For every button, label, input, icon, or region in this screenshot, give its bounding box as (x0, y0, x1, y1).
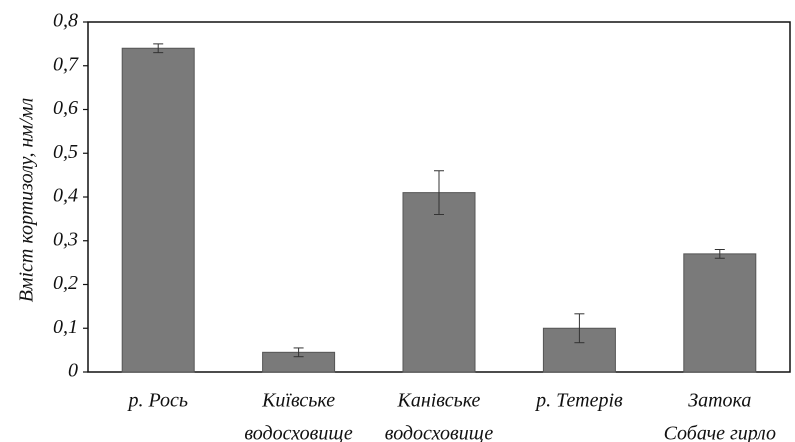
y-tick-label: 0,2 (53, 272, 78, 294)
x-tick-label: Затока (688, 390, 751, 412)
x-tick-label: Київське (261, 390, 335, 412)
y-axis-label: Вміст кортизолу, нм/мл (16, 97, 38, 302)
y-tick-label: 0,5 (53, 141, 78, 163)
x-tick-label: водосховище (385, 423, 494, 442)
y-tick-label: 0,3 (53, 228, 78, 250)
bar (402, 192, 476, 373)
y-tick-label: 0,4 (53, 185, 78, 207)
x-tick-label: Канівське (397, 390, 481, 412)
x-tick-label: Собаче гирло (664, 423, 776, 442)
x-tick-label: р. Рось (126, 390, 187, 412)
y-tick-label: 0,1 (53, 316, 78, 338)
y-tick-label: 0,6 (53, 97, 78, 119)
bar (121, 47, 195, 373)
y-tick-label: 0 (68, 360, 78, 382)
bar (683, 253, 757, 373)
y-tick-label: 0,7 (53, 53, 79, 75)
x-tick-label: водосховище (244, 423, 353, 442)
x-tick-label: р. Тетерів (534, 390, 623, 412)
y-tick-label: 0,8 (53, 10, 78, 32)
